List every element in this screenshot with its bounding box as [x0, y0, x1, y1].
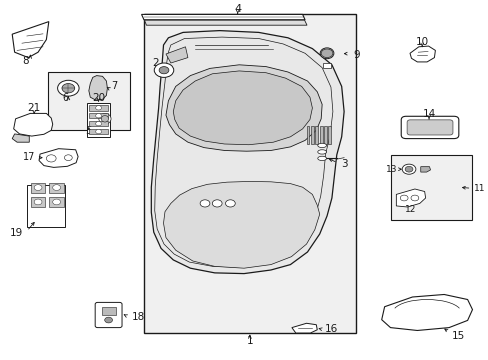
Polygon shape — [163, 181, 319, 268]
Bar — [89, 105, 108, 111]
Text: 15: 15 — [451, 330, 465, 341]
Polygon shape — [291, 323, 317, 333]
Circle shape — [96, 106, 102, 110]
Ellipse shape — [99, 113, 111, 124]
Ellipse shape — [317, 150, 326, 154]
FancyBboxPatch shape — [406, 120, 452, 135]
Bar — [89, 121, 108, 126]
Bar — [89, 129, 108, 134]
Circle shape — [46, 155, 56, 162]
Ellipse shape — [101, 116, 108, 122]
Ellipse shape — [317, 156, 326, 161]
Text: 17: 17 — [23, 152, 35, 162]
Bar — [87, 103, 110, 137]
Text: 6: 6 — [62, 93, 69, 103]
Circle shape — [404, 166, 412, 172]
Polygon shape — [12, 134, 29, 142]
FancyBboxPatch shape — [401, 116, 458, 139]
Polygon shape — [89, 76, 107, 100]
Text: 1: 1 — [246, 336, 253, 346]
Polygon shape — [173, 71, 312, 145]
Circle shape — [154, 63, 173, 77]
Circle shape — [321, 49, 332, 58]
Polygon shape — [396, 189, 425, 207]
Ellipse shape — [320, 48, 333, 59]
Circle shape — [104, 317, 112, 323]
Text: 14: 14 — [422, 109, 435, 120]
Circle shape — [34, 185, 42, 190]
Circle shape — [58, 80, 79, 96]
Bar — [49, 183, 64, 193]
Bar — [328, 126, 331, 144]
Text: 3: 3 — [340, 159, 346, 169]
Text: 13: 13 — [386, 165, 397, 174]
Polygon shape — [165, 47, 187, 63]
Bar — [315, 126, 318, 144]
Polygon shape — [151, 31, 344, 274]
Text: 2: 2 — [152, 58, 158, 68]
FancyBboxPatch shape — [95, 302, 122, 328]
Polygon shape — [39, 149, 78, 167]
Text: 19: 19 — [10, 228, 23, 238]
Circle shape — [34, 199, 42, 205]
Bar — [31, 183, 45, 193]
Circle shape — [96, 130, 102, 134]
Text: 18: 18 — [132, 312, 145, 322]
Bar — [310, 126, 313, 144]
Text: 20: 20 — [92, 93, 105, 103]
Polygon shape — [14, 113, 53, 136]
Text: 8: 8 — [22, 56, 29, 66]
Circle shape — [225, 200, 235, 207]
Bar — [324, 126, 326, 144]
Text: 9: 9 — [353, 50, 359, 60]
Bar — [49, 197, 64, 207]
Bar — [319, 126, 322, 144]
Circle shape — [64, 155, 72, 161]
Polygon shape — [420, 167, 429, 172]
Bar — [323, 63, 330, 68]
Bar — [143, 14, 356, 333]
Text: 10: 10 — [415, 37, 428, 48]
Circle shape — [200, 200, 209, 207]
Circle shape — [212, 200, 222, 207]
Polygon shape — [144, 20, 306, 25]
Bar — [48, 72, 130, 130]
Text: 5: 5 — [85, 126, 92, 136]
Circle shape — [400, 195, 407, 201]
Circle shape — [410, 195, 418, 201]
Ellipse shape — [317, 143, 326, 148]
Circle shape — [159, 67, 168, 74]
Circle shape — [96, 114, 102, 118]
Text: 11: 11 — [473, 184, 485, 193]
Text: 7: 7 — [111, 81, 117, 91]
Bar — [31, 197, 45, 207]
Bar — [27, 185, 65, 227]
Circle shape — [96, 122, 102, 126]
Text: 12: 12 — [405, 205, 416, 215]
Polygon shape — [165, 65, 322, 151]
Circle shape — [53, 185, 61, 190]
Text: 4: 4 — [234, 4, 241, 14]
Polygon shape — [381, 294, 471, 330]
Text: 16: 16 — [324, 324, 337, 334]
Bar — [102, 307, 116, 315]
Polygon shape — [409, 46, 434, 62]
Bar — [391, 155, 471, 220]
Circle shape — [402, 164, 415, 174]
Circle shape — [62, 84, 75, 93]
Circle shape — [53, 199, 61, 205]
Polygon shape — [141, 14, 305, 20]
Bar — [89, 113, 108, 118]
Bar — [306, 126, 309, 144]
Polygon shape — [12, 22, 49, 58]
Text: 21: 21 — [27, 103, 41, 113]
